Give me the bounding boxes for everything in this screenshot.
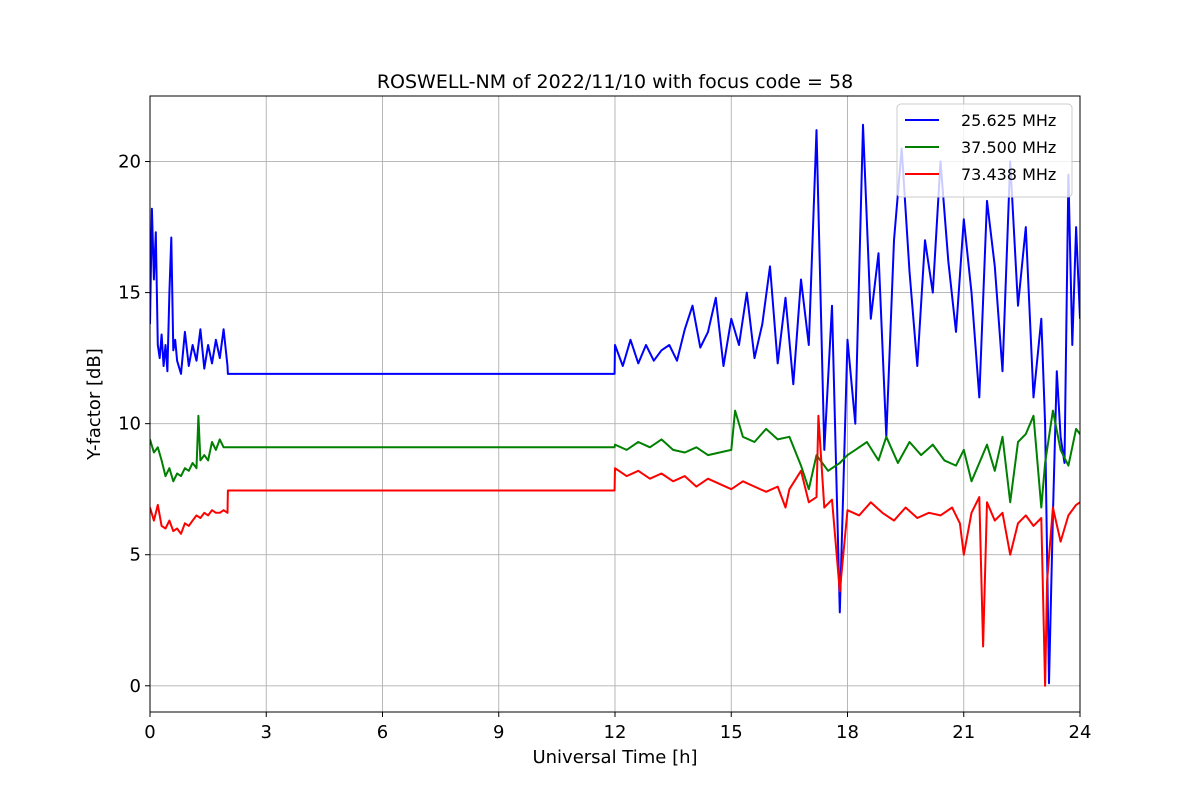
x-tick-label: 18	[836, 722, 859, 743]
legend-box	[896, 103, 1073, 198]
x-tick-label: 6	[377, 722, 388, 743]
y-tick-label: 0	[130, 676, 141, 697]
chart-title: ROSWELL-NM of 2022/11/10 with focus code…	[377, 71, 853, 93]
legend-label-2: 73.438 MHz	[961, 165, 1056, 184]
x-tick-label: 12	[604, 722, 627, 743]
x-axis-label: Universal Time [h]	[532, 747, 697, 768]
y-tick-label: 15	[118, 283, 141, 304]
legend-label-1: 37.500 MHz	[961, 138, 1056, 157]
x-tick-label: 21	[952, 722, 975, 743]
legend-label-0: 25.625 MHz	[961, 111, 1056, 130]
y-tick-label: 20	[118, 152, 141, 173]
series-line-1	[150, 409, 1080, 509]
x-tick-label: 24	[1069, 722, 1092, 743]
ticks: 0 3 6 9 12 15 18 21 24 0 5 10 15 20	[118, 152, 1091, 743]
x-tick-label: 9	[493, 722, 504, 743]
x-tick-label: 15	[720, 722, 743, 743]
y-tick-label: 5	[130, 545, 141, 566]
x-tick-label: 0	[144, 722, 155, 743]
series-line-0	[150, 123, 1080, 685]
series-line-2	[150, 414, 1080, 687]
x-tick-label: 3	[261, 722, 272, 743]
y-axis-label: Y-factor [dB]	[84, 348, 105, 461]
series-group	[150, 123, 1080, 687]
y-tick-label: 10	[118, 414, 141, 435]
legend: 25.625 MHz 37.500 MHz 73.438 MHz	[896, 103, 1073, 198]
